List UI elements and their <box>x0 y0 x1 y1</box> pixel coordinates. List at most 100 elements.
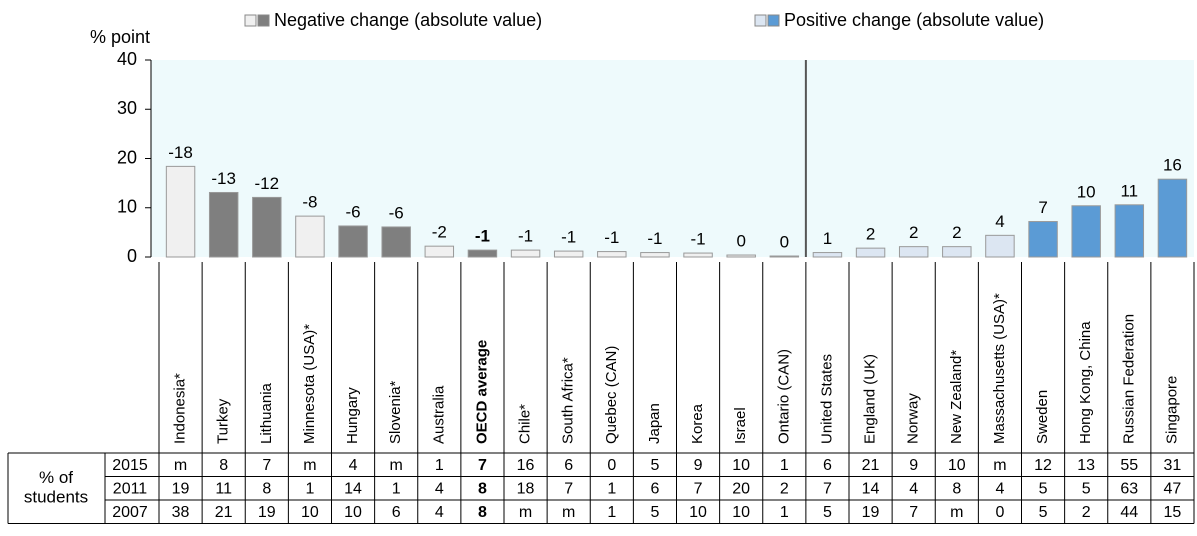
table-cell: m <box>303 457 316 474</box>
legend-swatch <box>767 14 780 27</box>
x-tick-label: United States <box>818 354 835 444</box>
table-cell: 5 <box>1039 480 1048 497</box>
table-cell: 8 <box>478 480 487 497</box>
table-cell: 4 <box>995 480 1004 497</box>
bar <box>812 252 843 258</box>
bar <box>424 245 455 258</box>
table-cell: 2 <box>1082 504 1091 521</box>
table-cell: 5 <box>1039 504 1048 521</box>
table-cell: 4 <box>435 480 444 497</box>
row-header-line: students <box>24 488 88 507</box>
table-cell: 12 <box>1034 457 1052 474</box>
table-cell: 4 <box>909 480 918 497</box>
value-label: -1 <box>475 227 490 246</box>
table-cell: 19 <box>862 504 880 521</box>
bar <box>1071 205 1101 258</box>
table-cell: 63 <box>1120 480 1138 497</box>
x-tick-label: Korea <box>689 403 706 444</box>
value-label: 7 <box>1038 198 1047 217</box>
table-cell: 21 <box>862 457 880 474</box>
table-cell: m <box>519 504 532 521</box>
table-cell: 1 <box>780 504 789 521</box>
row-header: % of students <box>24 468 88 507</box>
value-label: 11 <box>1120 181 1138 200</box>
y-tick-label: 0 <box>127 246 137 266</box>
value-label: -8 <box>302 193 317 212</box>
value-label: -1 <box>647 229 662 248</box>
bar <box>381 226 411 258</box>
table-cell: 31 <box>1164 457 1182 474</box>
table-cell: 8 <box>262 480 271 497</box>
table-cell: 18 <box>517 480 535 497</box>
bar <box>252 196 282 258</box>
table-cell: 1 <box>305 480 314 497</box>
table-cell: m <box>993 457 1006 474</box>
value-label: 2 <box>952 223 961 242</box>
table-cell: 1 <box>780 457 789 474</box>
bar <box>726 254 756 258</box>
table-cell: 1 <box>607 504 616 521</box>
table-year: 2015 <box>112 457 148 474</box>
table-cell: 11 <box>215 480 232 497</box>
table-cell: m <box>950 504 963 521</box>
table-cell: 14 <box>344 480 362 497</box>
table-cell: 19 <box>172 480 190 497</box>
table-cell: 7 <box>478 457 487 474</box>
value-label: -6 <box>389 203 404 222</box>
x-tick-label: Chile* <box>517 404 534 444</box>
plot-background <box>151 60 1194 257</box>
value-label: 1 <box>823 229 832 248</box>
table-cell: 1 <box>435 457 444 474</box>
bar <box>942 246 972 258</box>
table-year: 2007 <box>112 504 148 521</box>
bar <box>1114 204 1145 258</box>
x-tick-label: Hungary <box>344 387 361 444</box>
x-tick-label: Slovenia* <box>387 380 404 444</box>
table-cell: 16 <box>517 457 535 474</box>
bar <box>553 250 584 258</box>
table-cell: 9 <box>694 457 703 474</box>
value-label: 10 <box>1077 182 1096 201</box>
table-cell: 6 <box>650 480 659 497</box>
x-tick-label: Sweden <box>1034 390 1051 444</box>
table-cell: 7 <box>262 457 271 474</box>
table-cell: 6 <box>564 457 573 474</box>
value-label: -6 <box>346 202 361 221</box>
table-cell: 4 <box>349 457 358 474</box>
table-cell: 1 <box>607 480 616 497</box>
bar <box>855 247 886 258</box>
x-tick-label: Turkey <box>215 398 232 444</box>
x-tick-label: Quebec (CAN) <box>603 346 620 444</box>
table-cell: m <box>174 457 187 474</box>
table-cell: 5 <box>650 457 659 474</box>
value-label: -12 <box>255 174 280 193</box>
value-label: -1 <box>561 228 576 247</box>
x-tick-label: England (UK) <box>862 354 879 444</box>
legend-swatch <box>257 14 270 27</box>
table-cell: 13 <box>1077 457 1095 474</box>
bar <box>467 249 498 258</box>
table-cell: 0 <box>995 504 1004 521</box>
bar <box>295 215 325 258</box>
table-cell: 10 <box>301 504 319 521</box>
table-cell: 8 <box>219 457 228 474</box>
value-label: -1 <box>691 230 706 249</box>
table-cell: 10 <box>732 457 750 474</box>
table-cell: 10 <box>344 504 362 521</box>
value-label: 0 <box>780 232 789 251</box>
table-cell: 7 <box>564 480 573 497</box>
bar <box>510 249 541 258</box>
x-tick-label: Japan <box>646 403 663 444</box>
bar <box>165 165 196 258</box>
table-cell: 10 <box>689 504 707 521</box>
x-tick-label: Lithuania <box>258 382 275 444</box>
x-tick-label: Ontario (CAN) <box>775 349 792 444</box>
table-cell: 20 <box>732 480 750 497</box>
value-label: -2 <box>432 223 447 242</box>
y-tick-label: 20 <box>117 147 137 167</box>
legend-label: Positive change (absolute value) <box>784 10 1044 30</box>
table-cell: 8 <box>478 504 487 521</box>
table-cell: 6 <box>392 504 401 521</box>
